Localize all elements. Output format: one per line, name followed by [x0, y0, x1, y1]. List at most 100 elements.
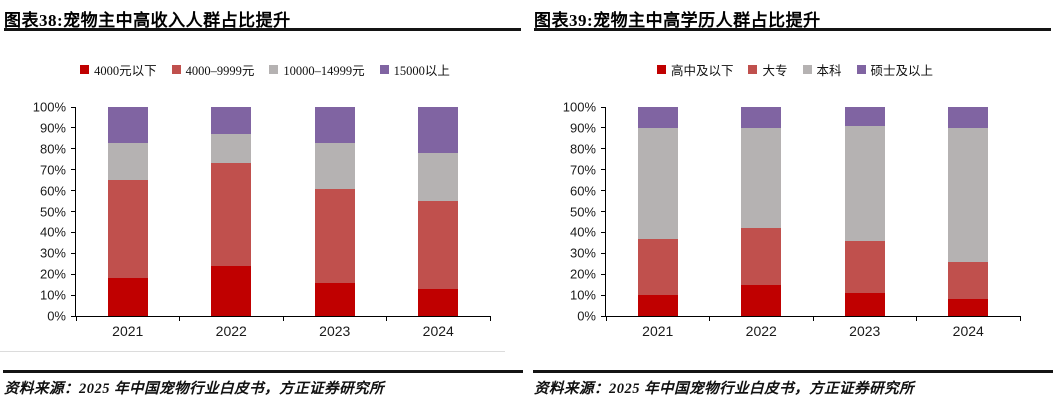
chart-legend: 高中及以下 大专 本科 硕士及以上 [530, 60, 1060, 79]
bar-segment [314, 107, 355, 143]
y-axis-tick [71, 148, 76, 150]
x-axis-label: 2024 [952, 323, 984, 339]
y-axis-tick [71, 190, 76, 192]
legend-swatch-icon [656, 64, 666, 74]
x-axis-label: 2022 [215, 323, 247, 339]
title-divider [534, 28, 1051, 31]
bar-segment [418, 288, 459, 316]
y-axis-tick [601, 211, 606, 212]
source-divider [3, 370, 523, 373]
y-axis-tick-label: 20% [569, 266, 596, 282]
plot-area: 0% 10% 20% 30% 40% 50% 60% 70% 80% 90% 100% 2021 202… [33, 100, 491, 339]
stacked-bar [314, 107, 355, 316]
bar-segment [314, 282, 355, 316]
bar-segment [741, 284, 782, 316]
y-axis-tick-label: 10% [569, 287, 596, 303]
bar-segment [844, 293, 885, 316]
source-divider [533, 370, 1053, 373]
faint-divider [0, 351, 505, 352]
stacked-bar [211, 107, 252, 316]
bar-segment [107, 142, 148, 181]
y-axis-tick [601, 231, 606, 233]
legend-swatch-icon [80, 64, 90, 74]
source-note: 资料来源：2025 年中国宠物行业白皮书，方正证券研究所 [534, 381, 915, 397]
y-axis-tick-label: 60% [569, 183, 596, 199]
legend-item: 大专 [748, 60, 788, 79]
bar-segment [637, 295, 678, 316]
source-note: 资料来源：2025 年中国宠物行业白皮书，方正证券研究所 [4, 381, 385, 397]
title-divider [4, 28, 521, 31]
x-axis-label: 2023 [319, 323, 351, 339]
bar-segment [211, 107, 252, 135]
stacked-bar [741, 107, 782, 316]
y-axis-tick-label: 100% [562, 99, 596, 115]
bar-segment [741, 127, 782, 229]
legend-item: 4000元以下 [80, 60, 157, 79]
bar-segment [418, 153, 459, 202]
y-axis-tick-label: 50% [569, 204, 596, 219]
x-axis-label: 2023 [849, 323, 881, 339]
y-axis-tick [71, 252, 76, 254]
bar-segment [844, 125, 885, 241]
y-axis-tick [601, 169, 606, 171]
y-axis-tick-label: 50% [39, 204, 66, 219]
legend-swatch-icon [856, 64, 866, 74]
legend-swatch-icon [802, 64, 812, 74]
stacked-bar [637, 107, 678, 316]
x-axis-tick [489, 316, 491, 321]
x-axis-tick [386, 316, 387, 321]
chart-legend: 4000元以下 4000–9999元 10000–14999元 15000以上 [0, 60, 530, 79]
y-axis-tick [71, 231, 76, 233]
y-axis-tick [71, 294, 76, 296]
legend-label: 大专 [762, 63, 788, 78]
bar-segment [637, 107, 678, 128]
legend-swatch-icon [269, 64, 279, 74]
x-axis-tick [916, 316, 917, 321]
bar-segment [418, 201, 459, 289]
bar-segment [637, 238, 678, 296]
y-axis-tick [71, 106, 76, 108]
bar-segment [107, 107, 148, 143]
legend-label: 本科 [816, 63, 842, 78]
x-axis-tick [605, 316, 607, 321]
legend-label: 4000–9999元 [185, 63, 255, 78]
legend-label: 4000元以下 [94, 63, 157, 78]
stacked-bar-chart-income: 4000元以下 4000–9999元 10000–14999元 15000以上 0% 10… [0, 60, 530, 339]
y-axis-tick-label: 70% [569, 162, 596, 178]
bar-segment [107, 180, 148, 279]
x-axis-label: 2021 [642, 323, 674, 339]
bar-segment [844, 240, 885, 294]
figure-title: 图表39:宠物主中高学历人群占比提升 [534, 11, 821, 30]
legend-item: 高中及以下 [656, 60, 733, 79]
legend-label: 10000–14999元 [283, 63, 365, 78]
bar-segment [211, 163, 252, 266]
x-axis-label: 2024 [422, 323, 454, 339]
y-axis-tick [601, 252, 606, 254]
y-axis-tick [601, 127, 606, 129]
y-axis-tick [71, 273, 76, 275]
y-axis-tick-label: 30% [569, 245, 596, 261]
y-axis-tick [601, 106, 606, 108]
stacked-bar [948, 107, 989, 316]
y-axis-tick-label: 80% [39, 141, 66, 157]
figure-panel-income: 图表38:宠物主中高收入人群占比提升 4000元以下 4000–9999元 1000… [0, 11, 530, 397]
y-axis-tick-label: 40% [39, 224, 66, 240]
bar-segment [948, 127, 989, 262]
stacked-bar-chart-education: 高中及以下 大专 本科 硕士及以上 0% 10% 20% 30% 40% 50% 60% 70% 80%… [530, 0, 1060, 404]
legend-swatch-icon [379, 64, 389, 74]
legend-item: 硕士及以上 [856, 60, 934, 79]
bar-segment [107, 278, 148, 316]
y-axis-tick [601, 273, 606, 275]
stacked-bar [418, 107, 459, 316]
bar-segment [314, 142, 355, 189]
y-axis-tick [71, 127, 76, 129]
y-axis-tick-label: 90% [569, 120, 596, 136]
y-axis-tick [601, 190, 606, 192]
figure-panel-education: 图表39:宠物主中高学历人群占比提升 高中及以下 大专 本科 硕士及以上 0% 10% 20… [530, 0, 1060, 404]
y-axis-tick [71, 169, 76, 171]
bar-segment [948, 261, 989, 300]
legend-label: 硕士及以上 [870, 63, 934, 78]
bar-segment [948, 299, 989, 316]
legend-item: 本科 [802, 60, 842, 79]
